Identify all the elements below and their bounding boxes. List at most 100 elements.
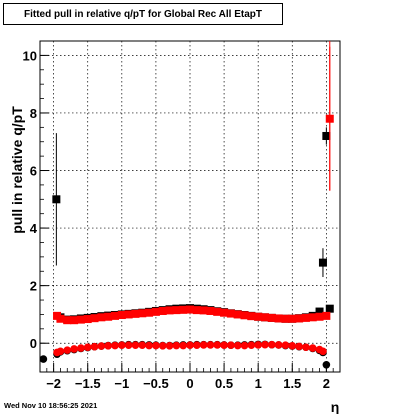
data-point <box>63 316 72 325</box>
data-point <box>52 195 61 204</box>
data-point <box>220 341 228 350</box>
data-point <box>247 312 256 321</box>
data-point <box>308 344 317 352</box>
data-point <box>319 347 327 356</box>
y-tick-label: 2 <box>30 279 37 294</box>
data-point <box>63 346 72 354</box>
y-tick-label: 10 <box>23 48 37 63</box>
data-point <box>83 343 92 352</box>
data-point <box>172 306 181 315</box>
y-tick-label: 6 <box>30 164 37 179</box>
data-point <box>193 341 201 350</box>
x-tick-label: −2 <box>46 376 61 391</box>
y-axis-label: pull in relative q/pT <box>9 106 25 234</box>
data-point <box>70 316 79 325</box>
data-point <box>172 341 181 350</box>
series-1 <box>53 46 334 325</box>
data-point <box>318 258 327 267</box>
data-point <box>213 341 222 349</box>
data-point <box>186 305 194 314</box>
data-point <box>220 308 229 317</box>
data-point <box>56 314 65 323</box>
data-point <box>213 307 222 316</box>
data-point <box>40 355 48 363</box>
x-tick-label: 2 <box>323 376 330 391</box>
data-point <box>295 342 303 351</box>
data-point <box>261 313 269 322</box>
data-point <box>274 314 283 323</box>
data-point <box>90 314 99 323</box>
data-point <box>138 341 147 350</box>
data-point <box>254 312 263 321</box>
data-point <box>111 311 119 320</box>
data-point <box>104 342 112 350</box>
data-point <box>295 314 304 323</box>
grid-lines <box>40 41 340 372</box>
data-point <box>281 314 290 323</box>
data-point <box>179 305 188 314</box>
data-point <box>261 340 269 349</box>
x-tick-label: 1.5 <box>283 376 301 391</box>
data-point <box>138 309 147 318</box>
data-point <box>254 341 262 349</box>
data-point <box>97 342 106 350</box>
data-point <box>111 341 119 350</box>
data-point <box>179 341 187 350</box>
data-point <box>97 313 106 322</box>
data-point <box>83 315 92 324</box>
data-point <box>131 309 140 318</box>
data-point <box>322 311 331 320</box>
data-point <box>233 310 242 319</box>
data-point <box>233 341 242 350</box>
data-point <box>301 313 310 322</box>
data-point <box>90 342 99 351</box>
x-tick-label: −0.5 <box>143 376 169 391</box>
data-point <box>165 342 174 350</box>
data-point <box>325 304 334 313</box>
data-point <box>240 311 249 320</box>
data-layer <box>40 41 334 369</box>
data-point <box>131 341 140 350</box>
data-point <box>206 306 215 315</box>
data-point <box>308 313 317 322</box>
data-point <box>145 308 154 317</box>
data-point <box>186 341 194 350</box>
x-tick-label: 1 <box>255 376 262 391</box>
data-point <box>70 345 78 353</box>
data-point <box>145 341 153 350</box>
data-point <box>268 340 276 349</box>
x-tick-label: 0 <box>186 376 193 391</box>
data-point <box>165 306 174 315</box>
data-point <box>124 310 133 319</box>
data-point <box>158 342 167 350</box>
data-point <box>288 342 297 350</box>
data-point <box>199 306 208 315</box>
data-point <box>151 307 160 316</box>
data-point <box>281 341 290 350</box>
x-tick-label: 0.5 <box>215 376 233 391</box>
data-point <box>322 131 331 140</box>
data-point <box>227 341 235 350</box>
data-point <box>124 341 133 350</box>
data-point <box>158 306 167 315</box>
timestamp: Wed Nov 10 18:56:25 2021 <box>4 401 98 410</box>
y-tick-label: 8 <box>30 106 37 121</box>
data-point <box>56 347 65 356</box>
data-point <box>77 344 85 352</box>
data-point <box>206 341 215 349</box>
data-point <box>76 315 85 324</box>
data-point <box>302 343 310 352</box>
axis-ticks: −2 −1.5 −1 −0.5 0 0.5 1 1.5 2 0 2 4 6 8 10 <box>23 40 341 391</box>
data-point <box>288 314 297 323</box>
data-point <box>152 341 160 350</box>
series-0 <box>52 127 334 324</box>
x-tick-label: −1.5 <box>75 376 101 391</box>
x-axis-label: η <box>331 399 340 414</box>
data-point <box>274 341 283 349</box>
data-point <box>192 306 201 315</box>
data-point <box>117 311 126 320</box>
y-tick-label: 4 <box>30 221 38 236</box>
data-point <box>199 341 208 349</box>
data-point <box>315 312 324 321</box>
